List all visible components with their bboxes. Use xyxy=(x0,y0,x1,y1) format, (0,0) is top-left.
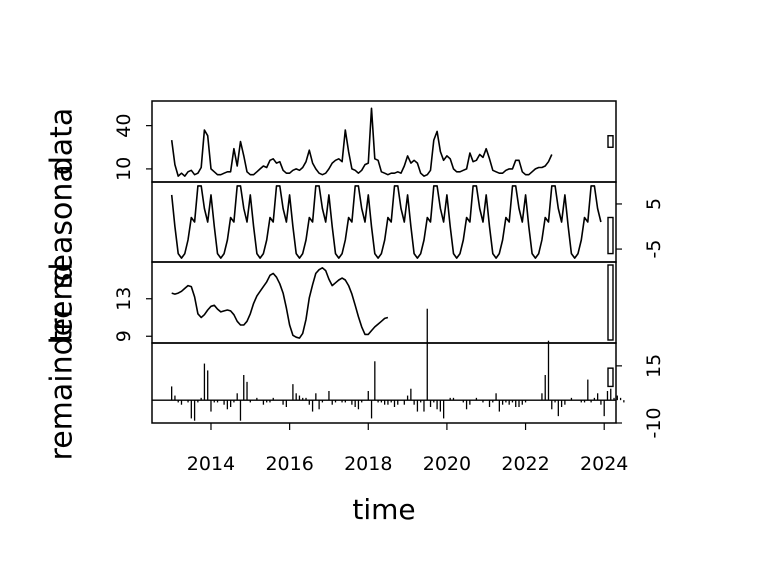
seasonal-series-line xyxy=(170,185,602,259)
remainder-label: remainder xyxy=(45,305,80,461)
trend-y-tick-label: 13 xyxy=(113,287,135,311)
seasonal-y-tick-label: -5 xyxy=(643,240,665,259)
data-range-bar xyxy=(607,135,614,148)
remainder-y-tick-label: 15 xyxy=(643,354,665,378)
x-tick-label: 2024 xyxy=(580,453,628,475)
data-panel-frame xyxy=(151,100,617,183)
x-tick-label: 2014 xyxy=(187,453,235,475)
trend-panel-frame xyxy=(151,261,617,344)
panel-data: 10 40 data xyxy=(45,100,617,183)
data-label: data xyxy=(45,108,80,176)
panel-seasonal: -5 5 seasonal xyxy=(45,156,666,288)
trend-label: trend xyxy=(45,263,80,343)
chart-panels: 10 40 data -5 5 seasonal 9 13 trend -10 15 remainde… xyxy=(45,100,666,461)
x-axis-label: time xyxy=(352,493,415,526)
x-axis: 2014 2016 2018 2020 2022 2024 xyxy=(187,423,628,475)
data-series-line xyxy=(170,107,553,177)
remainder-range-bar xyxy=(607,367,614,388)
data-y-tick-label: 10 xyxy=(113,157,135,181)
x-tick-label: 2016 xyxy=(265,453,313,475)
trend-y-tick-label: 9 xyxy=(113,330,135,342)
panel-remainder: -10 15 remainder xyxy=(45,305,666,461)
data-y-tick-label: 40 xyxy=(113,114,135,138)
remainder-panel-frame xyxy=(151,342,617,424)
x-tick-label: 2020 xyxy=(423,453,471,475)
seasonal-panel-frame xyxy=(151,181,617,263)
remainder-y-tick-label: -10 xyxy=(643,407,665,438)
x-tick-label: 2022 xyxy=(501,453,549,475)
panel-trend: 9 13 trend xyxy=(45,261,617,344)
seasonal-label: seasonal xyxy=(45,156,80,288)
seasonal-range-bar xyxy=(607,216,614,255)
trend-range-bar xyxy=(607,264,614,341)
trend-series-line xyxy=(171,267,389,339)
x-tick-label: 2018 xyxy=(344,453,392,475)
seasonal-y-tick-label: 5 xyxy=(643,198,665,210)
